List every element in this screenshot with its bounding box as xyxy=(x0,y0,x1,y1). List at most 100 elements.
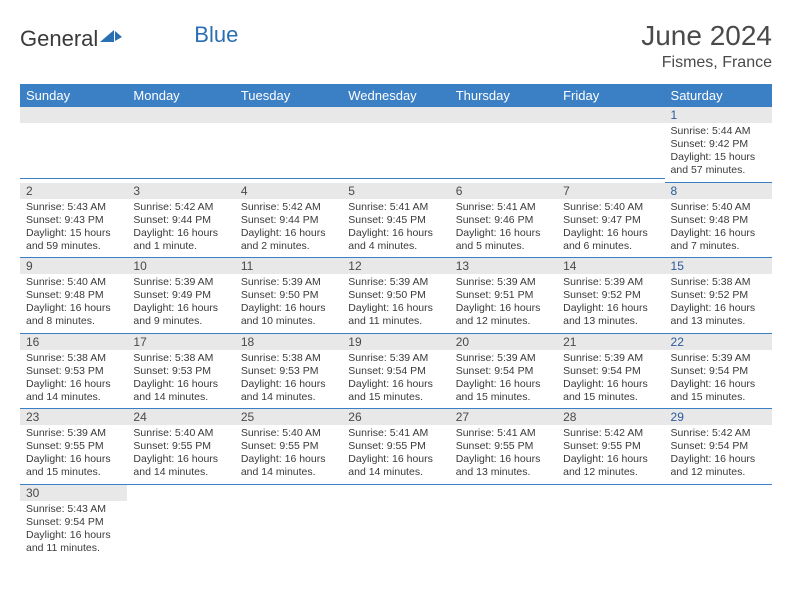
calendar-week-row: 30Sunrise: 5:43 AMSunset: 9:54 PMDayligh… xyxy=(20,485,772,560)
sunrise-text: Sunrise: 5:38 AM xyxy=(671,276,766,289)
day-number: 19 xyxy=(342,334,449,350)
day-details: Sunrise: 5:39 AMSunset: 9:50 PMDaylight:… xyxy=(235,274,342,333)
sunrise-text: Sunrise: 5:41 AM xyxy=(348,427,443,440)
calendar-cell: 27Sunrise: 5:41 AMSunset: 9:55 PMDayligh… xyxy=(450,409,557,485)
day: 7Sunrise: 5:40 AMSunset: 9:47 PMDaylight… xyxy=(557,183,664,259)
day xyxy=(235,107,342,179)
header-thursday: Thursday xyxy=(450,84,557,107)
sunrise-text: Sunrise: 5:39 AM xyxy=(563,352,658,365)
day-number: 20 xyxy=(450,334,557,350)
day-number: 14 xyxy=(557,258,664,274)
day-details: Sunrise: 5:39 AMSunset: 9:52 PMDaylight:… xyxy=(557,274,664,333)
day-number xyxy=(557,107,664,123)
daylight-text: Daylight: 16 hours and 14 minutes. xyxy=(241,453,336,479)
day-number: 16 xyxy=(20,334,127,350)
day: 2Sunrise: 5:43 AMSunset: 9:43 PMDaylight… xyxy=(20,183,127,259)
calendar-cell: 12Sunrise: 5:39 AMSunset: 9:50 PMDayligh… xyxy=(342,258,449,334)
day-details xyxy=(342,123,449,129)
day: 12Sunrise: 5:39 AMSunset: 9:50 PMDayligh… xyxy=(342,258,449,334)
daylight-text: Daylight: 16 hours and 14 minutes. xyxy=(241,378,336,404)
daylight-text: Daylight: 16 hours and 7 minutes. xyxy=(671,227,766,253)
daylight-text: Daylight: 16 hours and 15 minutes. xyxy=(348,378,443,404)
day-details: Sunrise: 5:40 AMSunset: 9:47 PMDaylight:… xyxy=(557,199,664,258)
calendar-cell: 28Sunrise: 5:42 AMSunset: 9:55 PMDayligh… xyxy=(557,409,664,485)
calendar-cell: 14Sunrise: 5:39 AMSunset: 9:52 PMDayligh… xyxy=(557,258,664,334)
day-details: Sunrise: 5:42 AMSunset: 9:55 PMDaylight:… xyxy=(557,425,664,484)
day: 22Sunrise: 5:39 AMSunset: 9:54 PMDayligh… xyxy=(665,334,772,410)
daylight-text: Daylight: 15 hours and 59 minutes. xyxy=(26,227,121,253)
sunrise-text: Sunrise: 5:38 AM xyxy=(241,352,336,365)
daylight-text: Daylight: 16 hours and 15 minutes. xyxy=(26,453,121,479)
calendar-cell: 3Sunrise: 5:42 AMSunset: 9:44 PMDaylight… xyxy=(127,183,234,259)
sunset-text: Sunset: 9:54 PM xyxy=(26,516,121,529)
day-number: 15 xyxy=(665,258,772,274)
sunset-text: Sunset: 9:44 PM xyxy=(241,214,336,227)
header-sunday: Sunday xyxy=(20,84,127,107)
calendar-week-row: 23Sunrise: 5:39 AMSunset: 9:55 PMDayligh… xyxy=(20,409,772,485)
sunrise-text: Sunrise: 5:41 AM xyxy=(456,201,551,214)
sunset-text: Sunset: 9:48 PM xyxy=(26,289,121,302)
day-details: Sunrise: 5:39 AMSunset: 9:50 PMDaylight:… xyxy=(342,274,449,333)
sunrise-text: Sunrise: 5:40 AM xyxy=(241,427,336,440)
day-number: 10 xyxy=(127,258,234,274)
sunset-text: Sunset: 9:55 PM xyxy=(133,440,228,453)
day: 8Sunrise: 5:40 AMSunset: 9:48 PMDaylight… xyxy=(665,183,772,259)
day: 24Sunrise: 5:40 AMSunset: 9:55 PMDayligh… xyxy=(127,409,234,485)
day: 14Sunrise: 5:39 AMSunset: 9:52 PMDayligh… xyxy=(557,258,664,334)
sunset-text: Sunset: 9:49 PM xyxy=(133,289,228,302)
daylight-text: Daylight: 16 hours and 10 minutes. xyxy=(241,302,336,328)
daylight-text: Daylight: 16 hours and 11 minutes. xyxy=(26,529,121,555)
day-number: 6 xyxy=(450,183,557,199)
day-number: 29 xyxy=(665,409,772,425)
calendar-cell: 23Sunrise: 5:39 AMSunset: 9:55 PMDayligh… xyxy=(20,409,127,485)
day: 10 Sunrise: 5:39 AMSunset: 9:49 PMDayligh… xyxy=(127,258,234,334)
day-details: Sunrise: 5:42 AMSunset: 9:44 PMDaylight:… xyxy=(127,199,234,258)
day: 27Sunrise: 5:41 AMSunset: 9:55 PMDayligh… xyxy=(450,409,557,485)
day-number: 24 xyxy=(127,409,234,425)
header-wednesday: Wednesday xyxy=(342,84,449,107)
day xyxy=(557,107,664,179)
sunset-text: Sunset: 9:54 PM xyxy=(671,440,766,453)
sunrise-text: Sunrise: 5:44 AM xyxy=(671,125,766,138)
calendar-cell: 30Sunrise: 5:43 AMSunset: 9:54 PMDayligh… xyxy=(20,485,127,560)
day-number: 28 xyxy=(557,409,664,425)
calendar-cell: 5Sunrise: 5:41 AMSunset: 9:45 PMDaylight… xyxy=(342,183,449,259)
sunrise-text: Sunrise: 5:39 AM xyxy=(456,276,551,289)
calendar-cell: 20Sunrise: 5:39 AMSunset: 9:54 PMDayligh… xyxy=(450,334,557,410)
day-details: Sunrise: 5:43 AMSunset: 9:43 PMDaylight:… xyxy=(20,199,127,258)
daylight-text: Daylight: 16 hours and 14 minutes. xyxy=(133,378,228,404)
day-details: Sunrise: 5:41 AMSunset: 9:55 PMDaylight:… xyxy=(450,425,557,484)
calendar-cell xyxy=(450,107,557,183)
sunrise-text: Sunrise: 5:40 AM xyxy=(563,201,658,214)
calendar-cell: 4Sunrise: 5:42 AMSunset: 9:44 PMDaylight… xyxy=(235,183,342,259)
calendar-week-row: 2Sunrise: 5:43 AMSunset: 9:43 PMDaylight… xyxy=(20,183,772,259)
daylight-text: Daylight: 16 hours and 9 minutes. xyxy=(133,302,228,328)
day-details xyxy=(20,123,127,129)
daylight-text: Daylight: 16 hours and 12 minutes. xyxy=(671,453,766,479)
calendar-cell: 8Sunrise: 5:40 AMSunset: 9:48 PMDaylight… xyxy=(665,183,772,259)
day-number: 7 xyxy=(557,183,664,199)
header-friday: Friday xyxy=(557,84,664,107)
day-details xyxy=(450,123,557,129)
logo-text-2: Blue xyxy=(194,22,238,48)
sunset-text: Sunset: 9:55 PM xyxy=(563,440,658,453)
sunset-text: Sunset: 9:46 PM xyxy=(456,214,551,227)
sunset-text: Sunset: 9:48 PM xyxy=(671,214,766,227)
sunrise-text: Sunrise: 5:39 AM xyxy=(133,276,228,289)
calendar-cell: 24Sunrise: 5:40 AMSunset: 9:55 PMDayligh… xyxy=(127,409,234,485)
day: 30Sunrise: 5:43 AMSunset: 9:54 PMDayligh… xyxy=(20,485,127,560)
calendar-cell: 18Sunrise: 5:38 AMSunset: 9:53 PMDayligh… xyxy=(235,334,342,410)
sunset-text: Sunset: 9:55 PM xyxy=(456,440,551,453)
sunset-text: Sunset: 9:47 PM xyxy=(563,214,658,227)
calendar-table: Sunday Monday Tuesday Wednesday Thursday… xyxy=(20,84,772,559)
day-number: 1 xyxy=(665,107,772,123)
sunrise-text: Sunrise: 5:39 AM xyxy=(241,276,336,289)
calendar-cell: 21Sunrise: 5:39 AMSunset: 9:54 PMDayligh… xyxy=(557,334,664,410)
sunrise-text: Sunrise: 5:40 AM xyxy=(671,201,766,214)
title-block: June 2024 Fismes, France xyxy=(641,20,772,72)
page-title: June 2024 xyxy=(641,20,772,52)
sunset-text: Sunset: 9:50 PM xyxy=(348,289,443,302)
calendar-cell: 2Sunrise: 5:43 AMSunset: 9:43 PMDaylight… xyxy=(20,183,127,259)
calendar-cell: 9Sunrise: 5:40 AMSunset: 9:48 PMDaylight… xyxy=(20,258,127,334)
day: 3Sunrise: 5:42 AMSunset: 9:44 PMDaylight… xyxy=(127,183,234,259)
